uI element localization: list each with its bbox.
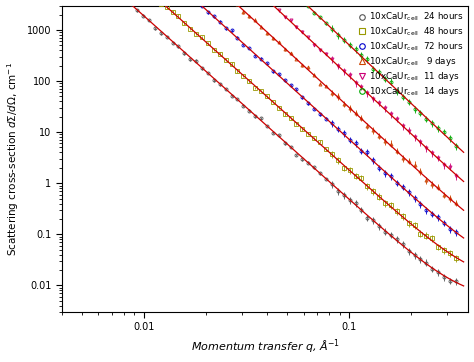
X-axis label: Momentum transfer $q$, Å$^{-1}$: Momentum transfer $q$, Å$^{-1}$ bbox=[191, 338, 340, 357]
Y-axis label: Scattering cross-section $d\Sigma/d\Omega$, cm$^{-1}$: Scattering cross-section $d\Sigma/d\Omeg… bbox=[6, 62, 21, 256]
Legend: 10xCaUr$_\mathregular{cell}$  24 hours, 10xCaUr$_\mathregular{cell}$  48 hours, : 10xCaUr$_\mathregular{cell}$ 24 hours, 1… bbox=[355, 7, 467, 102]
